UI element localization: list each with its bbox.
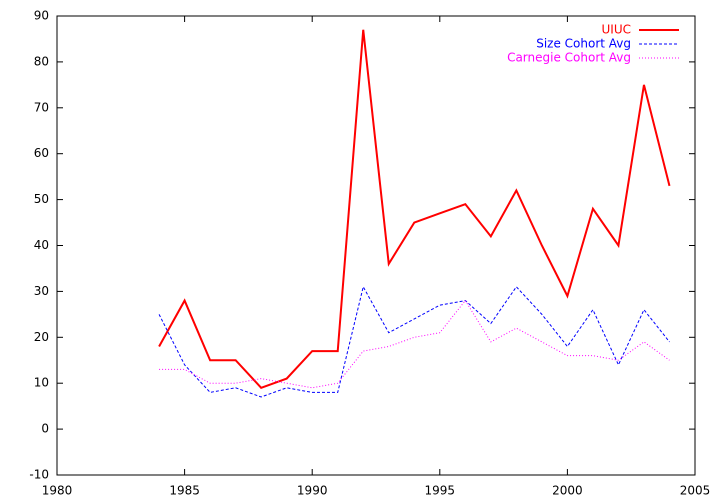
x-tick-label: 1995: [425, 484, 456, 498]
y-tick-label: 70: [34, 100, 49, 114]
y-tick-label: 80: [34, 54, 49, 68]
x-tick-label: 2005: [680, 484, 711, 498]
y-tick-label: 0: [41, 422, 49, 436]
y-tick-label: 90: [34, 9, 49, 23]
legend-label: Size Cohort Avg: [536, 37, 631, 51]
x-tick-label: 2000: [552, 484, 583, 498]
series-line: [158, 29, 671, 389]
y-tick-label: 10: [34, 376, 49, 390]
x-tick-label: 1980: [42, 484, 73, 498]
series-line: [158, 285, 670, 398]
legend-label: Carnegie Cohort Avg: [507, 51, 631, 65]
y-tick-label: 40: [34, 238, 49, 252]
series-line: [159, 299, 670, 389]
x-tick-label: 1985: [169, 484, 200, 498]
y-tick-label: -10: [29, 468, 49, 482]
y-tick-label: 20: [34, 330, 49, 344]
x-tick-label: 1990: [297, 484, 328, 498]
y-tick-label: 30: [34, 284, 49, 298]
plot-frame: [56, 15, 696, 476]
y-tick-label: 60: [34, 146, 49, 160]
legend-label: UIUC: [602, 23, 631, 37]
y-tick-label: 50: [34, 192, 49, 206]
